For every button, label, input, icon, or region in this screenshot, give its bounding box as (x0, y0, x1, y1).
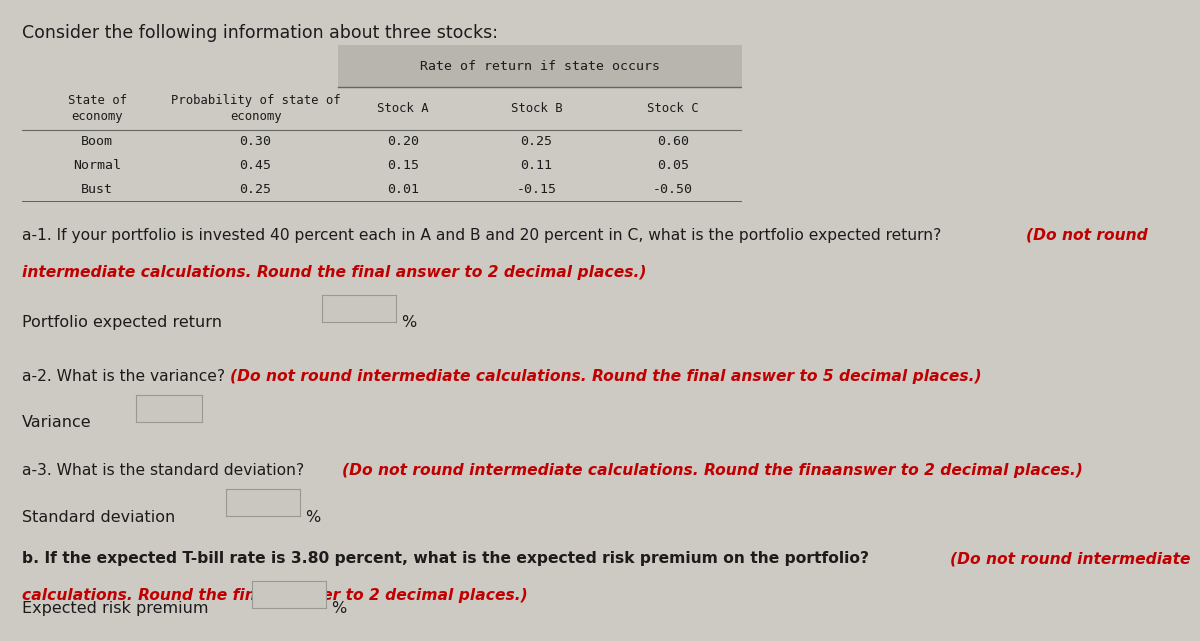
Text: (Do not round intermediate: (Do not round intermediate (950, 551, 1190, 566)
Text: 0.30: 0.30 (240, 135, 271, 148)
Text: calculations. Round the final answer to 2 decimal places.): calculations. Round the final answer to … (22, 588, 527, 603)
Text: Consider the following information about three stocks:: Consider the following information about… (22, 24, 498, 42)
Text: Probability of state of
economy: Probability of state of economy (170, 94, 341, 123)
Text: %: % (305, 510, 320, 524)
Text: Boom: Boom (82, 135, 113, 148)
Text: 0.25: 0.25 (521, 135, 552, 148)
Text: %: % (401, 315, 416, 330)
Text: 0.60: 0.60 (658, 135, 689, 148)
Text: Bust: Bust (82, 183, 113, 196)
Text: 0.01: 0.01 (388, 183, 419, 196)
Text: a-1. If your portfolio is invested 40 percent each in A and B and 20 percent in : a-1. If your portfolio is invested 40 pe… (22, 228, 946, 242)
Text: Stock B: Stock B (510, 102, 563, 115)
Text: Rate of return if state occurs: Rate of return if state occurs (420, 60, 660, 72)
Text: Expected risk premium: Expected risk premium (22, 601, 208, 616)
Text: (Do not round intermediate calculations. Round the final answer to 5 decimal pla: (Do not round intermediate calculations.… (230, 369, 982, 383)
Text: Portfolio expected return: Portfolio expected return (22, 315, 222, 330)
Text: 0.11: 0.11 (521, 158, 552, 172)
Text: Variance: Variance (22, 415, 91, 430)
Text: a-2. What is the variance?: a-2. What is the variance? (22, 369, 229, 383)
Text: Stock C: Stock C (647, 102, 700, 115)
Text: (Do not round intermediate calculations. Round the fina⁠answer to 2 decimal plac: (Do not round intermediate calculations.… (342, 463, 1082, 478)
Text: %: % (331, 601, 347, 616)
Bar (338, 45, 742, 87)
Text: 0.20: 0.20 (388, 135, 419, 148)
Text: -0.50: -0.50 (653, 183, 694, 196)
Text: 0.05: 0.05 (658, 158, 689, 172)
Text: Standard deviation: Standard deviation (22, 510, 175, 524)
Text: intermediate calculations. Round the final answer to 2 decimal places.): intermediate calculations. Round the fin… (22, 265, 646, 279)
Text: 0.15: 0.15 (388, 158, 419, 172)
Text: (Do not round: (Do not round (1026, 228, 1147, 242)
Text: State of
economy: State of economy (67, 94, 127, 123)
Text: a-3. What is the standard deviation?: a-3. What is the standard deviation? (22, 463, 308, 478)
Text: Stock A: Stock A (377, 102, 430, 115)
Text: Normal: Normal (73, 158, 121, 172)
Text: -0.15: -0.15 (516, 183, 557, 196)
Text: 0.25: 0.25 (240, 183, 271, 196)
Text: 0.45: 0.45 (240, 158, 271, 172)
Text: b. If the expected T-bill rate is 3.80 percent, what is the expected risk premiu: b. If the expected T-bill rate is 3.80 p… (22, 551, 874, 566)
